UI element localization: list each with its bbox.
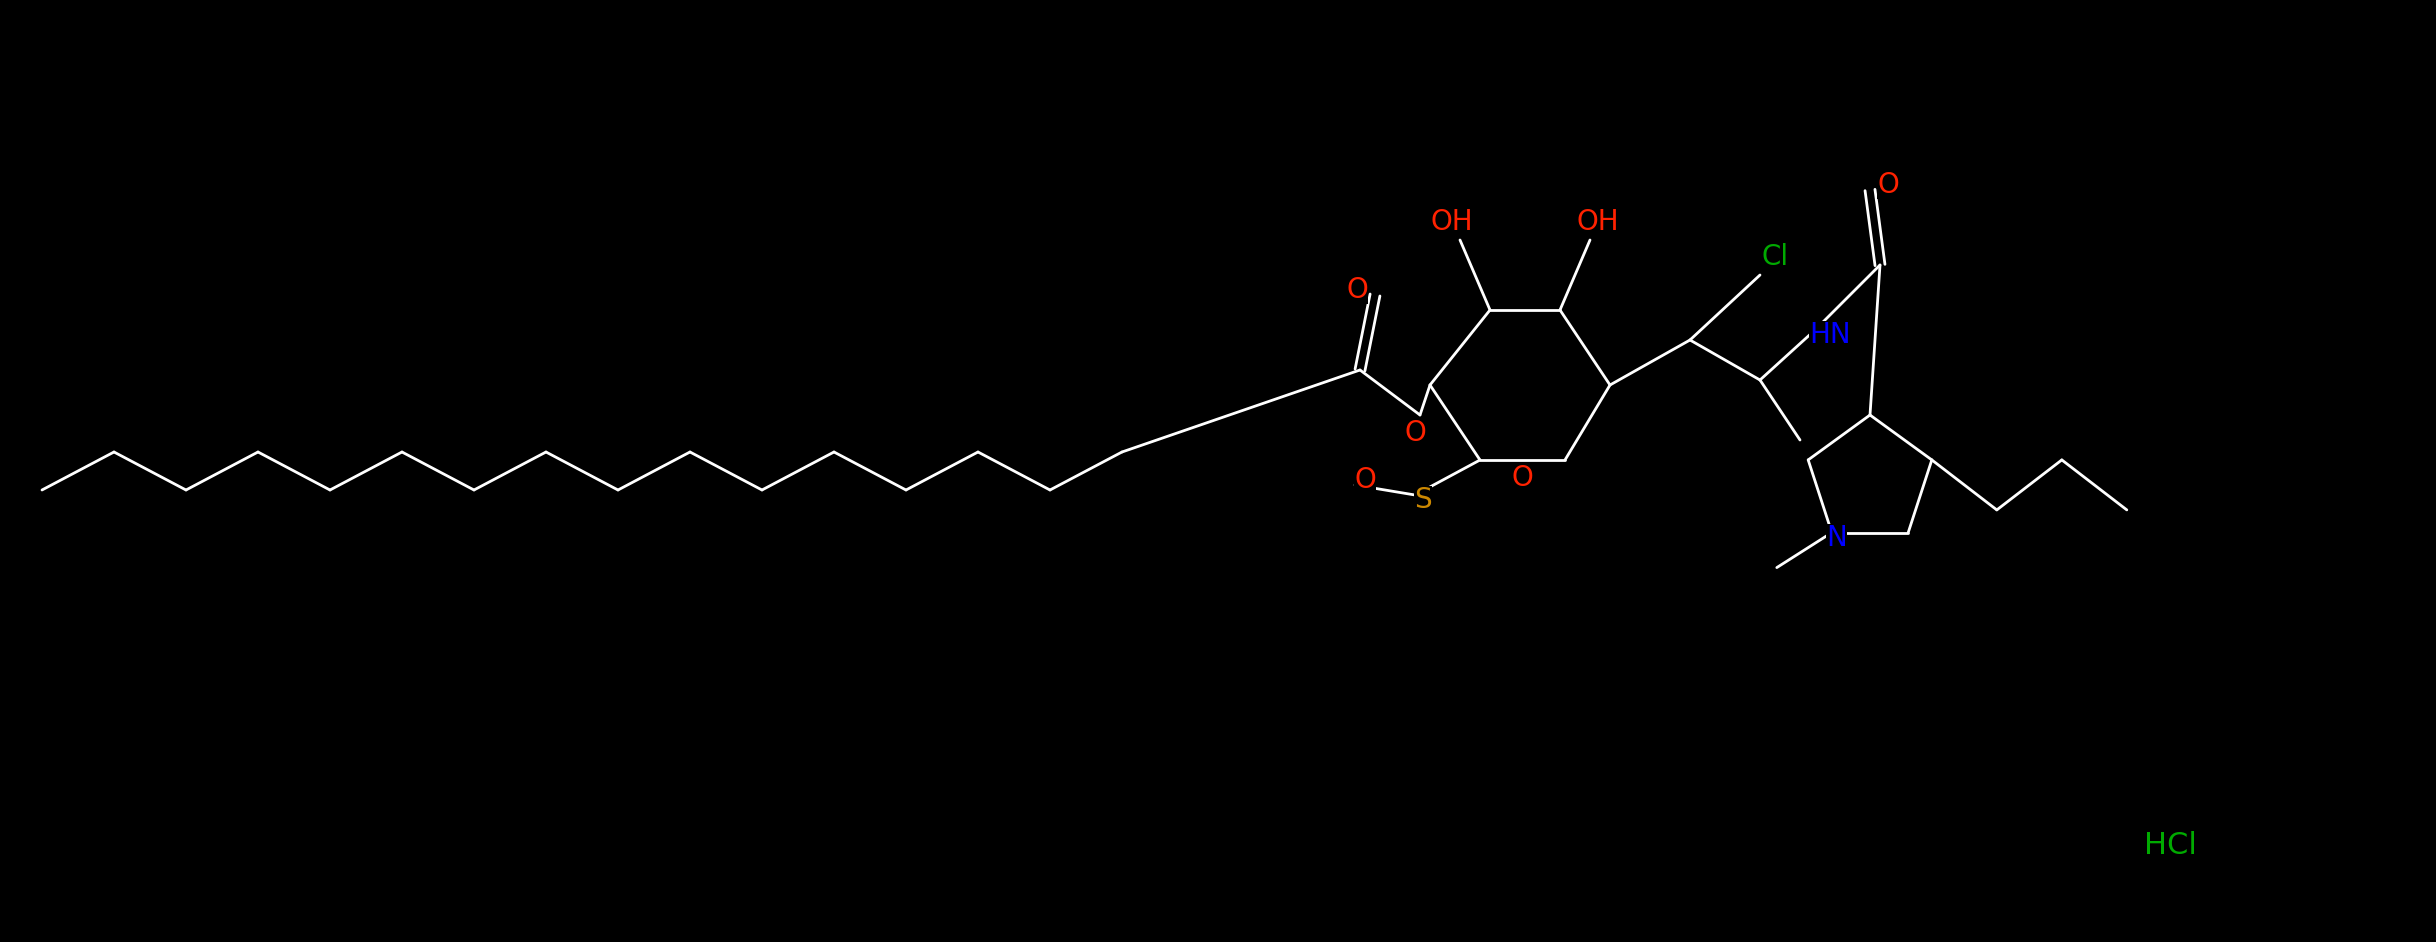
Text: N: N — [1827, 524, 1846, 552]
Text: O: O — [1354, 466, 1376, 494]
Text: HN: HN — [1810, 321, 1851, 349]
Text: HCl: HCl — [2144, 831, 2197, 859]
Text: OH: OH — [1576, 208, 1620, 236]
Text: S: S — [1415, 486, 1432, 514]
Text: O: O — [1510, 464, 1532, 492]
Text: O: O — [1878, 171, 1900, 199]
Text: OH: OH — [1430, 208, 1474, 236]
Text: Cl: Cl — [1761, 243, 1788, 271]
Text: O: O — [1347, 276, 1369, 304]
Text: O: O — [1403, 419, 1425, 447]
